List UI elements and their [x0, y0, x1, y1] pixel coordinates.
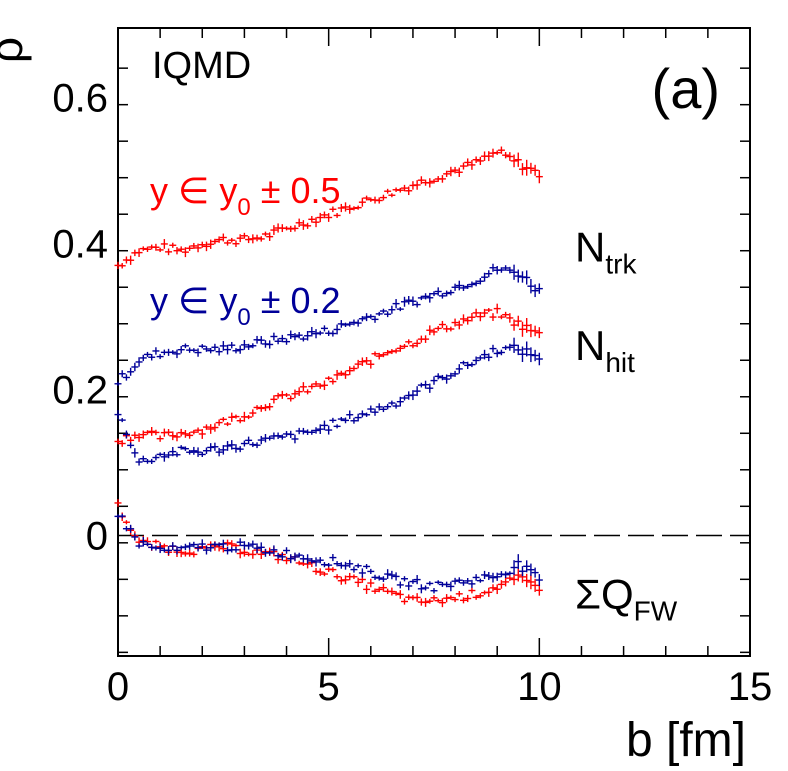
- x-tick-label: 15: [728, 665, 773, 709]
- x-tick-label: 5: [318, 665, 340, 709]
- y-tick-label: 0.6: [52, 76, 108, 120]
- annotation-fw: ΣQFW: [575, 570, 678, 626]
- x-axis-label: b [fm]: [626, 714, 746, 767]
- chart-title: IQMD: [152, 45, 251, 87]
- panel-label: (a): [652, 57, 720, 120]
- y-tick-label: 0.2: [52, 368, 108, 412]
- legend-entry-blue: y ∈ y0 ± 0.2: [150, 280, 341, 331]
- annotation-hit: Nhit: [575, 322, 635, 378]
- legend-entry-red: y ∈ y0 ± 0.5: [150, 170, 341, 221]
- y-tick-label: 0: [86, 515, 108, 559]
- x-tick-label: 10: [517, 665, 562, 709]
- annotation-trk: Ntrk: [575, 223, 637, 279]
- x-tick-label: 0: [107, 665, 129, 709]
- y-tick-label: 0.4: [52, 222, 108, 266]
- y-axis-label: ρ: [0, 37, 32, 63]
- plot-frame: [117, 27, 751, 657]
